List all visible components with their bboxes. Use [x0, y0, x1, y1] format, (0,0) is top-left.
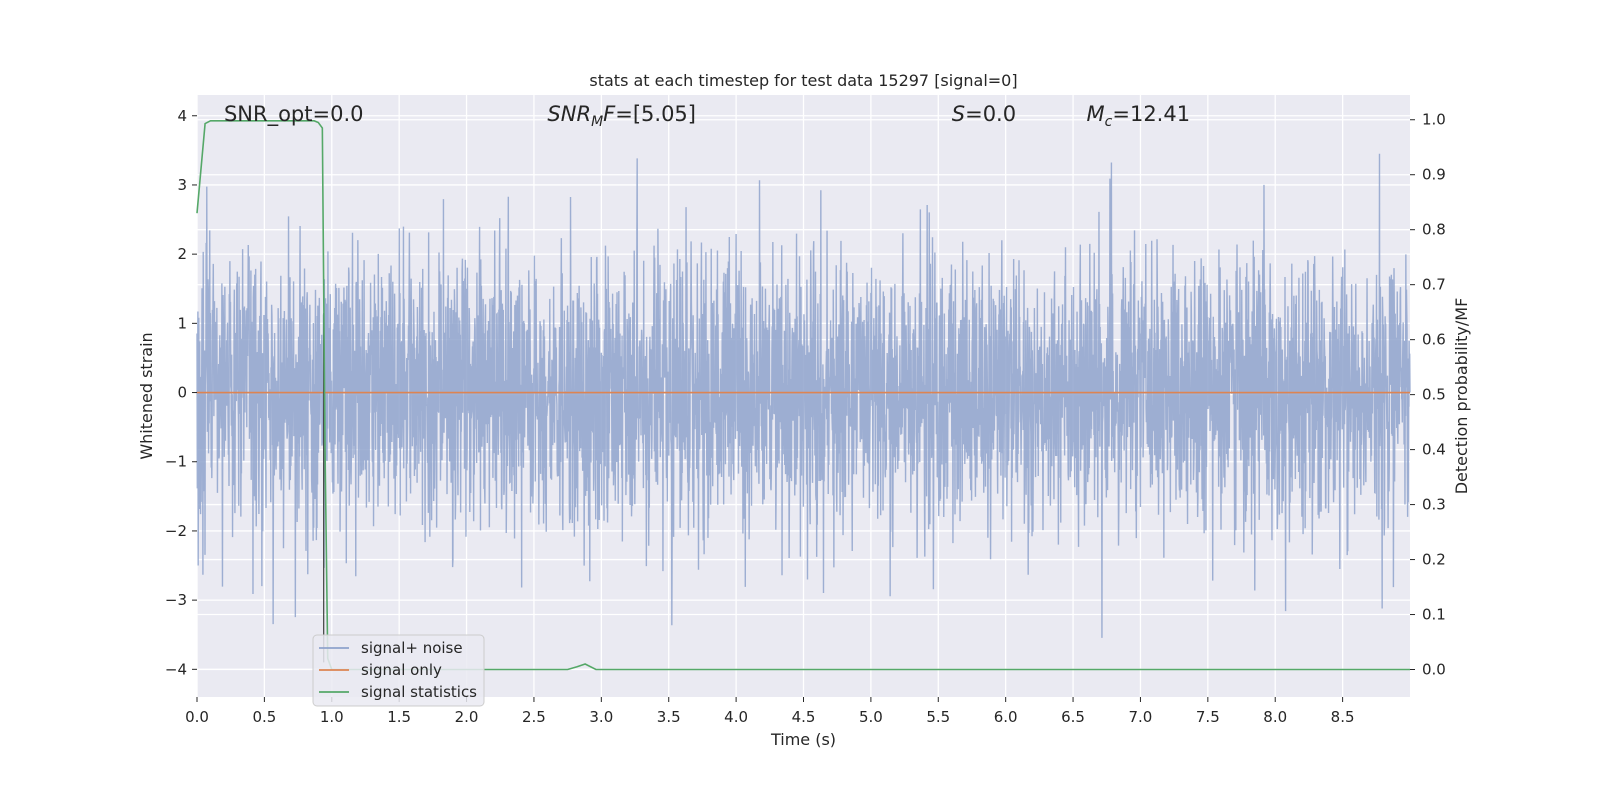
- y-right-tick-label: 0.3: [1422, 496, 1446, 514]
- x-tick-label: 7.5: [1196, 708, 1220, 726]
- x-tick-label: 2.5: [522, 708, 546, 726]
- x-tick-label: 3.0: [589, 708, 613, 726]
- x-tick-label: 5.5: [926, 708, 950, 726]
- x-tick-label: 4.0: [724, 708, 748, 726]
- series-signal-plus-noise: [196, 153, 1411, 638]
- y-right-axis-ticks: 0.0 0.1 0.2 0.3 0.4 0.5 0.6 0.7 0.8 0.9 1.0: [1410, 111, 1446, 679]
- x-tick-label: 8.5: [1331, 708, 1355, 726]
- y-right-tick-label: 0.8: [1422, 221, 1446, 239]
- x-tick-label: 6.5: [1061, 708, 1085, 726]
- y-left-tick-label: 0: [177, 384, 187, 402]
- y-left-tick-label: 1: [177, 314, 187, 332]
- annotation: Mc=12.41: [1087, 102, 1191, 130]
- y-left-tick-label: −2: [165, 522, 187, 540]
- y-right-tick-label: 0.7: [1422, 276, 1446, 294]
- x-tick-label: 2.0: [455, 708, 479, 726]
- x-tick-label: 1.5: [387, 708, 411, 726]
- y-left-axis-label: Whitened strain: [137, 332, 156, 459]
- y-left-tick-label: 4: [177, 107, 187, 125]
- y-right-tick-label: 0.5: [1422, 386, 1446, 404]
- legend-label: signal statistics: [361, 683, 477, 701]
- chart-title: stats at each timestep for test data 152…: [589, 71, 1017, 90]
- x-tick-label: 7.0: [1129, 708, 1153, 726]
- y-right-tick-label: 0.4: [1422, 441, 1446, 459]
- y-left-tick-label: −1: [165, 453, 187, 471]
- y-left-tick-label: −4: [165, 660, 187, 678]
- x-axis-ticks: 0.0 0.5 1.0 1.5 2.0 2.5 3.0 3.5 4.0 4.5 5.0 5.5 6.0 6…: [185, 697, 1355, 726]
- x-tick-label: 3.5: [657, 708, 681, 726]
- x-tick-label: 1.0: [320, 708, 344, 726]
- y-right-tick-label: 0.6: [1422, 331, 1446, 349]
- x-tick-label: 0.5: [252, 708, 276, 726]
- series-signal-statistics: [196, 120, 1410, 671]
- y-left-tick-label: −3: [165, 591, 187, 609]
- x-tick-label: 6.0: [994, 708, 1018, 726]
- x-tick-label: 8.0: [1263, 708, 1287, 726]
- legend: signal+ noise signal only signal statistic…: [312, 634, 485, 707]
- y-right-tick-label: 1.0: [1422, 111, 1446, 129]
- y-right-tick-label: 0.1: [1422, 606, 1446, 624]
- annotation: S=0.0: [952, 102, 1016, 126]
- series-line-signal-statistics: [196, 120, 1410, 671]
- y-right-axis-label: Detection probability/MF: [1452, 298, 1471, 495]
- x-tick-label: 5.0: [859, 708, 883, 726]
- y-right-tick-label: 0.2: [1422, 551, 1446, 569]
- annotations: SNR_opt=0.0 SNRMF=[5.05] S=0.0 Mc=12.41: [224, 102, 1190, 130]
- x-tick-label: 4.5: [792, 708, 816, 726]
- annotation: SNRMF=[5.05]: [547, 102, 696, 130]
- legend-label: signal+ noise: [361, 639, 463, 657]
- y-left-tick-label: 3: [177, 176, 187, 194]
- x-tick-label: 0.0: [185, 708, 209, 726]
- annotation: SNR_opt=0.0: [224, 102, 364, 127]
- y-left-tick-label: 2: [177, 245, 187, 263]
- x-axis-label: Time (s): [770, 730, 836, 749]
- series-line-signal-plus-noise: [196, 153, 1411, 638]
- y-right-tick-label: 0.0: [1422, 661, 1446, 679]
- y-right-tick-label: 0.9: [1422, 166, 1446, 184]
- y-left-axis-ticks: −4 −3 −2 −1 0 1 2 3 4: [165, 107, 197, 678]
- legend-box: [312, 634, 485, 707]
- legend-label: signal only: [361, 661, 442, 679]
